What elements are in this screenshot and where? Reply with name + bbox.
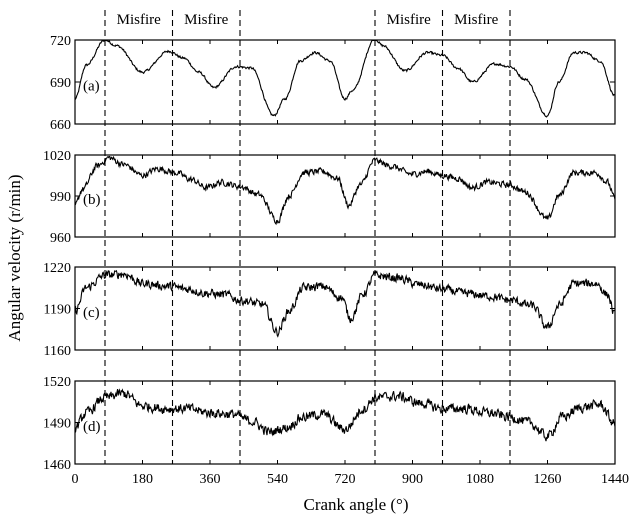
y-tick-label: 660 bbox=[50, 118, 71, 133]
series-line bbox=[75, 389, 615, 441]
panel-frame bbox=[75, 40, 615, 124]
x-tick-label: 540 bbox=[267, 472, 288, 487]
y-tick-label: 690 bbox=[50, 76, 71, 91]
misfire-label: Misfire bbox=[117, 12, 162, 28]
x-tick-label: 1440 bbox=[601, 472, 629, 487]
series-line bbox=[75, 40, 615, 116]
x-axis-label: Crank angle (°) bbox=[304, 495, 409, 514]
panel-label: (a) bbox=[83, 78, 100, 94]
panel-label: (c) bbox=[83, 305, 100, 321]
panel-label: (b) bbox=[83, 192, 101, 208]
y-tick-label: 1190 bbox=[44, 303, 71, 318]
panel-a: 660 690 720 (a) bbox=[50, 34, 615, 133]
y-tick-label: 1460 bbox=[43, 458, 71, 473]
y-tick-label: 1520 bbox=[43, 375, 71, 390]
x-tick-label: 1080 bbox=[466, 472, 494, 487]
panel-frame bbox=[75, 381, 615, 464]
x-tick-label: 1260 bbox=[534, 472, 562, 487]
panel-b: 960 990 1020 (b) bbox=[43, 149, 615, 246]
misfire-label: Misfire bbox=[184, 12, 229, 28]
x-tick-label: 180 bbox=[132, 472, 153, 487]
y-tick-label: 1220 bbox=[43, 261, 71, 276]
y-tick-label: 1160 bbox=[44, 344, 71, 359]
y-tick-label: 960 bbox=[50, 231, 71, 246]
misfire-label: Misfire bbox=[387, 12, 432, 28]
x-axis-ticks: 0 180 360 540 720 900 1080 1260 1440 bbox=[72, 472, 630, 487]
y-tick-label: 1490 bbox=[43, 417, 71, 432]
x-tick-label: 0 bbox=[72, 472, 79, 487]
y-tick-label: 720 bbox=[50, 34, 71, 49]
series-line bbox=[75, 271, 615, 337]
panel-frame bbox=[75, 155, 615, 237]
panel-frame bbox=[75, 267, 615, 350]
panel-c: 1160 1190 1220 (c) bbox=[43, 261, 615, 359]
y-tick-label: 1020 bbox=[43, 149, 71, 164]
x-tick-label: 900 bbox=[402, 472, 423, 487]
panel-d: 1460 1490 1520 (d) bbox=[43, 375, 615, 473]
x-tick-label: 720 bbox=[335, 472, 356, 487]
y-axis-label: Angular velocity (r/min) bbox=[5, 174, 24, 341]
misfire-label: Misfire bbox=[454, 12, 499, 28]
y-tick-label: 990 bbox=[50, 190, 71, 205]
panels-layer: 660 690 720 (a) 960 990 1020 (b) 1160 1190 1220 (c)… bbox=[43, 34, 615, 473]
series-line bbox=[75, 156, 615, 223]
panel-label: (d) bbox=[83, 419, 101, 435]
x-tick-label: 360 bbox=[200, 472, 221, 487]
